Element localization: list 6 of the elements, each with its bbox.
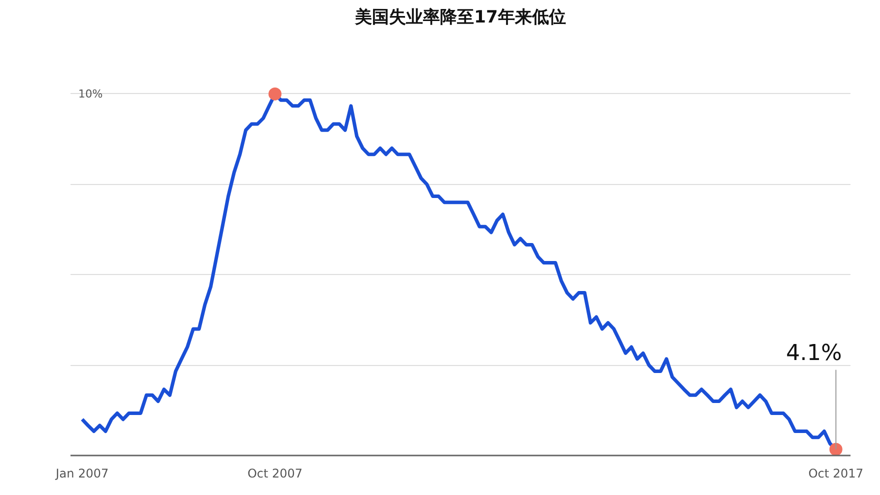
x-tick-label: Jan 2007 [54, 466, 109, 480]
annotation: 10% [78, 87, 103, 100]
chart-title: 美国失业率降至17年来低位 [354, 8, 566, 28]
x-tick-label: Oct 2007 [247, 466, 303, 480]
annotation: 4.1% [786, 341, 842, 366]
x-tick-label: Oct 2017 [808, 466, 864, 480]
